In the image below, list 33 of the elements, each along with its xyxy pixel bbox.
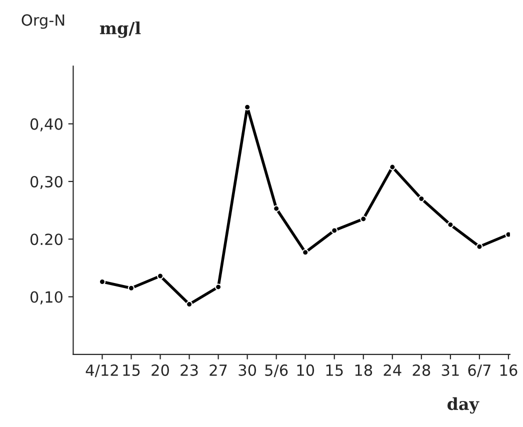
point (418, 195, 425, 202)
point (331, 227, 338, 234)
point (389, 164, 396, 170)
point (360, 216, 367, 222)
point (476, 243, 483, 250)
x-tick-label: 28 (412, 364, 430, 376)
x-tick-label: 5/6 (265, 364, 288, 378)
x-tick-label: 20 (152, 364, 169, 376)
x-tick-label: 24 (384, 364, 402, 376)
y-tick-label: 0.20 (30, 234, 62, 246)
x-tick-label: 30 (238, 364, 256, 376)
x-tick-label: 31 (442, 364, 459, 376)
point (302, 249, 309, 256)
point (244, 104, 251, 110)
x-tick-label: 6/7 (468, 364, 490, 378)
y-tick-label: 0,10 (30, 291, 62, 304)
x-tick-label: 10 (297, 364, 314, 376)
point (273, 205, 280, 212)
point (128, 284, 135, 292)
x-tick-label: 27 (210, 364, 227, 376)
x-tick-label: 16 (500, 364, 518, 376)
x-tick-label: 18 (355, 364, 372, 376)
x-tick-label: 15 (123, 364, 140, 376)
x-axis-title: day (447, 397, 480, 414)
y-tick-label: 0,30 (30, 176, 62, 190)
x-tick-label: 15 (326, 364, 343, 376)
x-tick-label: 4/12 (86, 364, 118, 378)
x-tick-label: 23 (180, 364, 198, 376)
y-tick-label: 0,40 (30, 118, 62, 132)
point (156, 272, 164, 280)
chart-title: Org-N (22, 14, 64, 29)
point (447, 221, 454, 228)
y-axis-title: mg/l (100, 21, 141, 38)
